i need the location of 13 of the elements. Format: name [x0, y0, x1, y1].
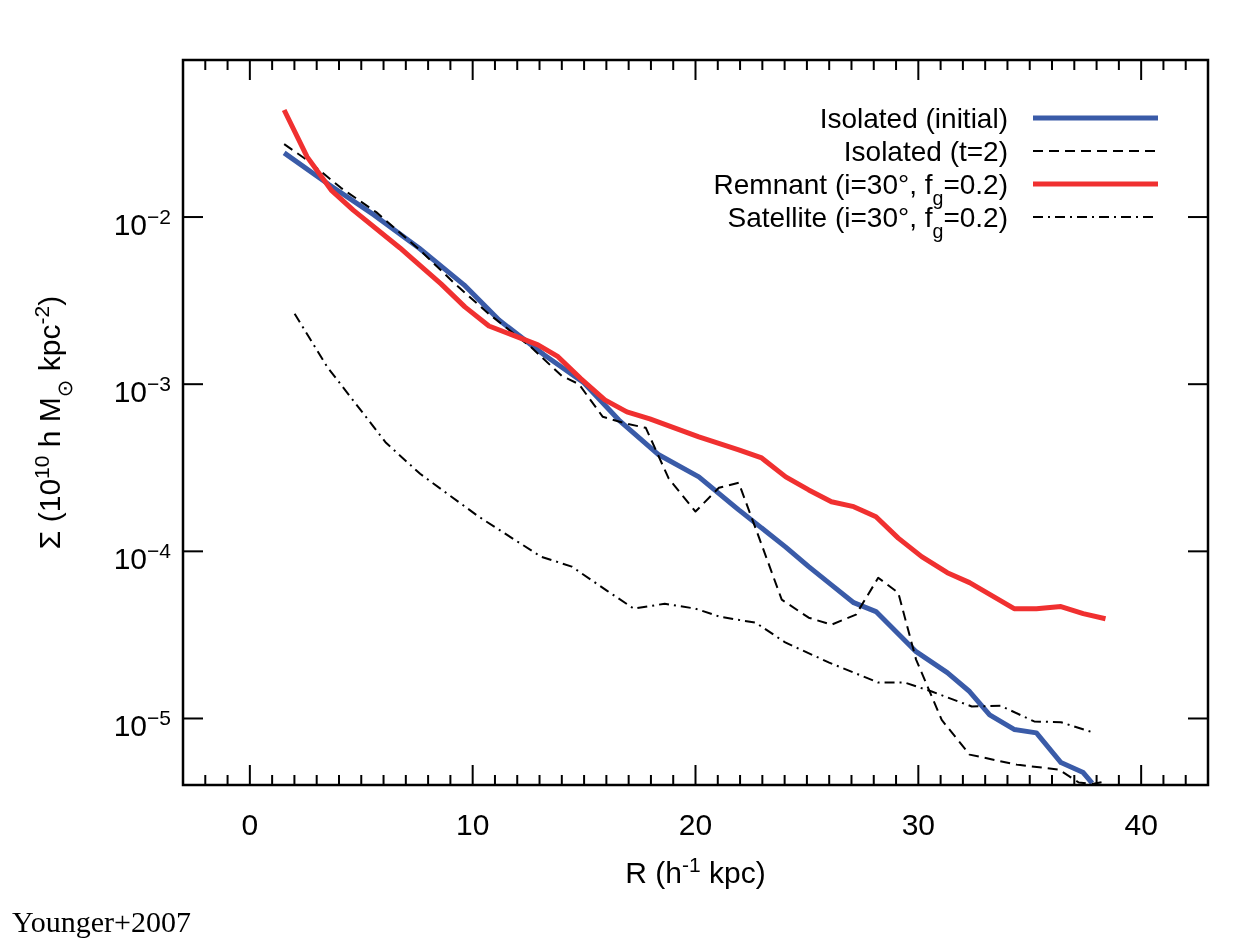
text: Younger+2007	[12, 905, 191, 938]
y-tick-label: 10$^{−2}$	[113, 204, 171, 242]
x-axis-title: R (h$^{-1}$ kpc)	[625, 852, 766, 889]
legend-label: Isolated (initial)	[819, 103, 1008, 134]
x-tick-label: 0	[241, 808, 259, 841]
x-tick-label: 40	[1124, 808, 1158, 841]
y-tick-label: 10$^{−4}$	[113, 538, 172, 576]
y-tick-label: 10$^{−3}$	[113, 371, 171, 409]
x-tick-label: 20	[678, 808, 713, 841]
x-tick-label: 30	[901, 808, 936, 841]
legend-label: Isolated (t=2)	[843, 136, 1008, 167]
x-tick-label: 10	[455, 808, 490, 841]
y-tick-label: 10$^{−5}$	[113, 705, 171, 743]
